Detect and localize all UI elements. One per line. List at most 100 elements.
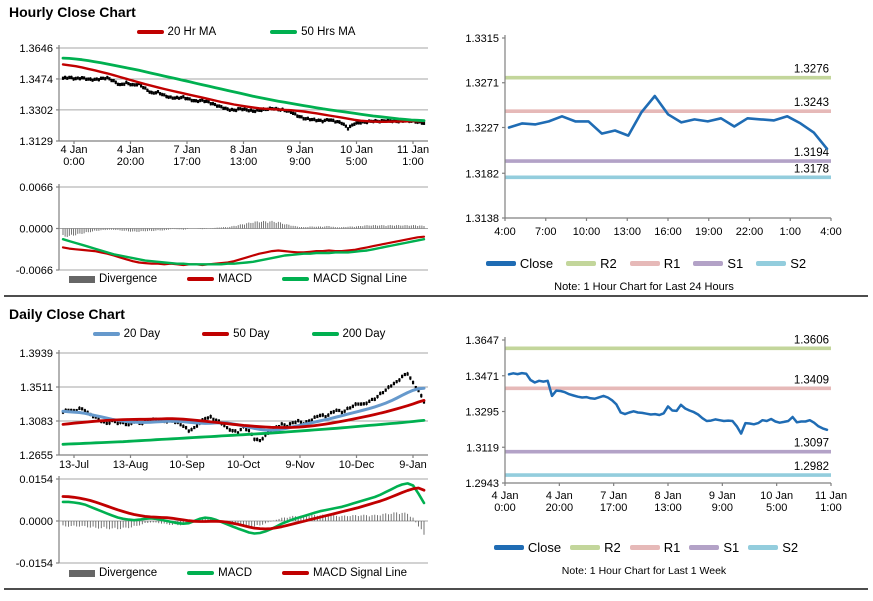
- legend-item-divergence: Divergence: [68, 273, 158, 285]
- legend-swatch-r1: [629, 261, 660, 266]
- svg-text:4 Jan: 4 Jan: [61, 144, 88, 156]
- legend-item-200day: 200 Day: [311, 328, 385, 340]
- legend-swatch-divergence: [68, 569, 95, 577]
- svg-text:11 Jan: 11 Jan: [815, 490, 847, 502]
- svg-text:1.3474: 1.3474: [19, 74, 53, 86]
- legend-swatch-20day: [92, 332, 120, 336]
- hourly-section-title: Hourly Close Chart: [9, 4, 136, 20]
- svg-text:1.3315: 1.3315: [465, 33, 499, 45]
- svg-text:1.2943: 1.2943: [465, 478, 499, 490]
- hourly-macd-chart: 0.0066 0.0000 -0.0066: [16, 182, 428, 277]
- note-24h: Note: 1 Hour Chart for Last 24 Hours: [554, 281, 734, 293]
- svg-text:10-Sep: 10-Sep: [169, 459, 204, 471]
- svg-text:1.3119: 1.3119: [466, 442, 499, 454]
- svg-text:0:00: 0:00: [494, 502, 515, 514]
- hourly-ma-legend: 20 Hr MA 50 Hrs MA: [60, 26, 432, 38]
- svg-text:1.3471: 1.3471: [465, 371, 499, 383]
- legend-item-s2: S2: [748, 540, 798, 555]
- note-1week: Note: 1 Hour Chart for Last 1 Week: [561, 565, 727, 577]
- svg-text:5:00: 5:00: [346, 156, 367, 168]
- pivot-legend-24h: Close R2 R1 S1 S2: [448, 256, 844, 271]
- svg-text:1.3227: 1.3227: [465, 122, 499, 134]
- legend-swatch-macd-signal: [282, 277, 310, 281]
- legend-item-50day: 50 Day: [202, 328, 270, 340]
- svg-text:9 Jan: 9 Jan: [287, 144, 314, 156]
- legend-label-r1: R1: [663, 540, 681, 555]
- svg-text:1.3606: 1.3606: [794, 334, 829, 346]
- svg-text:11 Jan: 11 Jan: [397, 144, 429, 156]
- svg-text:10 Jan: 10 Jan: [760, 490, 793, 502]
- svg-text:10 Jan: 10 Jan: [340, 144, 373, 156]
- legend-item-macd: MACD: [187, 567, 252, 579]
- svg-text:19:00: 19:00: [695, 226, 723, 238]
- legend-label-s1: S1: [723, 540, 740, 555]
- svg-text:1.3271: 1.3271: [465, 78, 499, 90]
- svg-text:10:00: 10:00: [573, 226, 601, 238]
- svg-text:4 Jan: 4 Jan: [546, 490, 573, 502]
- close-1week-pivot-chart: 1.3606 1.3409 1.3097 1.2982 1.3647 1.3471 1.32…: [465, 334, 847, 514]
- daily-ma-legend: 20 Day 50 Day 200 Day: [48, 328, 430, 340]
- legend-item-macd: MACD: [187, 273, 252, 285]
- legend-item-s2: S2: [756, 256, 806, 271]
- legend-swatch-200day: [311, 332, 339, 336]
- svg-text:9:00: 9:00: [289, 156, 310, 168]
- legend-label-20hr-ma: 20 Hr MA: [167, 26, 217, 38]
- svg-text:1.3511: 1.3511: [20, 382, 53, 394]
- svg-text:9:00: 9:00: [712, 502, 733, 514]
- svg-text:13-Jul: 13-Jul: [59, 459, 89, 471]
- svg-text:1.2655: 1.2655: [19, 450, 53, 462]
- svg-text:7:00: 7:00: [535, 226, 556, 238]
- legend-swatch-s2: [756, 261, 787, 266]
- svg-text:17:00: 17:00: [173, 156, 201, 168]
- svg-text:1.3409: 1.3409: [794, 374, 829, 386]
- legend-item-s1: S1: [689, 540, 739, 555]
- svg-text:1.3129: 1.3129: [19, 136, 53, 148]
- legend-swatch-r1: [629, 545, 660, 550]
- legend-item-r2: R2: [566, 256, 617, 271]
- svg-text:1.3302: 1.3302: [19, 105, 53, 117]
- svg-text:4 Jan: 4 Jan: [492, 490, 519, 502]
- legend-label-macd: MACD: [218, 567, 253, 579]
- legend-label-50hr-ma: 50 Hrs MA: [301, 26, 356, 38]
- legend-swatch-close: [485, 261, 516, 266]
- svg-text:20:00: 20:00: [117, 156, 145, 168]
- svg-text:1:00: 1:00: [780, 226, 801, 238]
- svg-text:9-Jan: 9-Jan: [399, 459, 427, 471]
- legend-label-r2: R2: [600, 256, 617, 271]
- svg-text:1:00: 1:00: [820, 502, 841, 514]
- svg-text:1.3243: 1.3243: [794, 97, 829, 109]
- legend-label-divergence: Divergence: [98, 273, 158, 285]
- pivot-legend-1week: Close R2 R1 S1 S2: [448, 540, 844, 555]
- svg-text:0:00: 0:00: [63, 156, 84, 168]
- legend-label-r2: R2: [604, 540, 621, 555]
- svg-text:1.3178: 1.3178: [794, 163, 829, 175]
- svg-text:7 Jan: 7 Jan: [174, 144, 201, 156]
- close-24h-pivot-chart: 1.3276 1.3243 1.3194 1.3178 1.3315 1.3271 1.32…: [465, 33, 841, 238]
- daily-close-chart: 1.3939 1.3511 1.3083 1.2655 13-Jul 13-Aug 10-S…: [19, 348, 428, 471]
- legend-item-r2: R2: [570, 540, 621, 555]
- legend-label-r1: R1: [663, 256, 681, 271]
- legend-swatch-20hr-ma: [136, 30, 164, 34]
- legend-label-50day: 50 Day: [233, 328, 270, 340]
- legend-label-s1: S1: [727, 256, 744, 271]
- legend-item-close: Close: [493, 540, 561, 555]
- svg-text:7 Jan: 7 Jan: [600, 490, 627, 502]
- legend-label-s2: S2: [790, 256, 807, 271]
- svg-text:1.3646: 1.3646: [19, 43, 53, 55]
- svg-text:8 Jan: 8 Jan: [655, 490, 682, 502]
- legend-swatch-macd: [187, 277, 215, 281]
- svg-text:1:00: 1:00: [402, 156, 423, 168]
- legend-swatch-50hr-ma: [270, 30, 298, 34]
- svg-text:9-Nov: 9-Nov: [285, 459, 315, 471]
- legend-item-20day: 20 Day: [92, 328, 160, 340]
- daily-section-title: Daily Close Chart: [9, 306, 125, 322]
- section-divider: [4, 295, 868, 297]
- legend-item-r1: R1: [629, 256, 681, 271]
- svg-text:1.3194: 1.3194: [794, 147, 830, 159]
- svg-text:22:00: 22:00: [736, 226, 764, 238]
- svg-text:9 Jan: 9 Jan: [709, 490, 736, 502]
- svg-text:8 Jan: 8 Jan: [230, 144, 257, 156]
- svg-text:-0.0154: -0.0154: [16, 558, 53, 570]
